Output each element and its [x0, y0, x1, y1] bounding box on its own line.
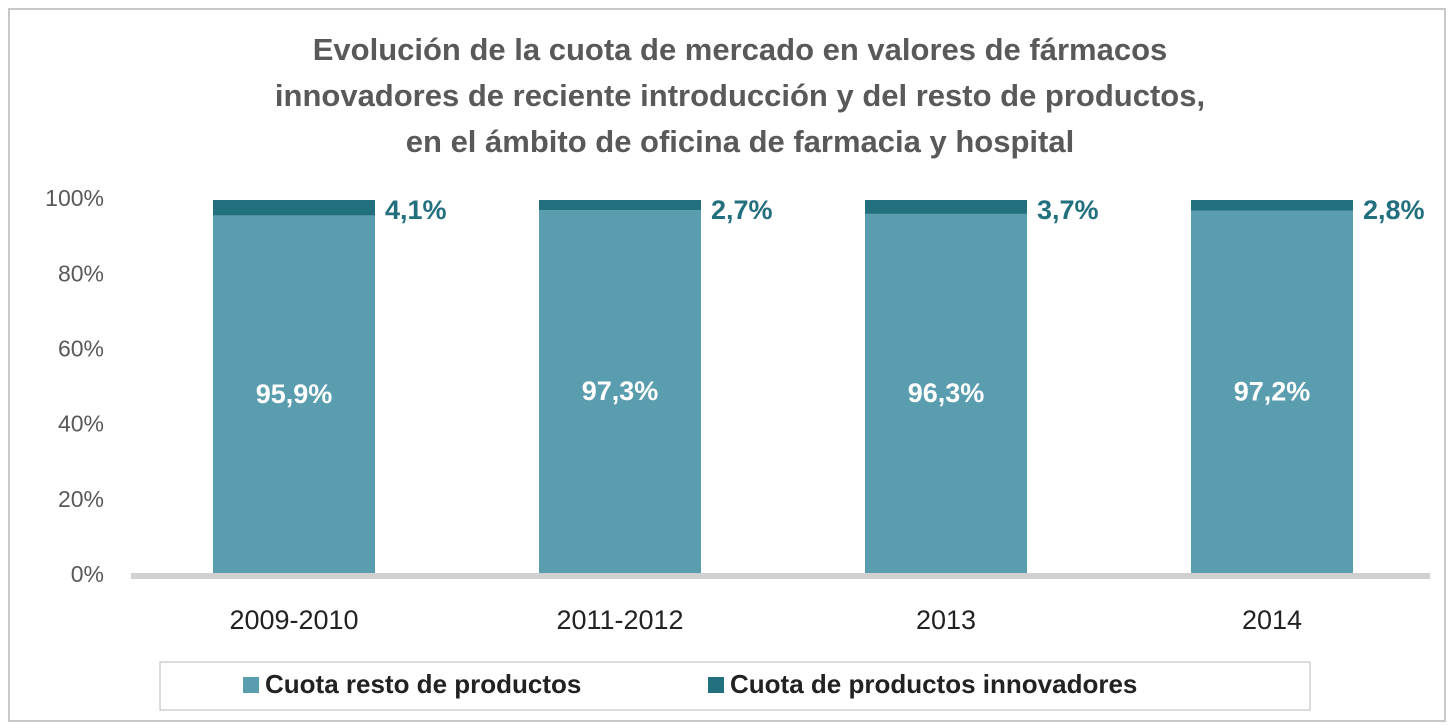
- legend-box: [159, 661, 1311, 711]
- data-label: 2,8%: [1363, 195, 1425, 225]
- data-label: 96,3%: [908, 378, 985, 408]
- chart-title: innovadores de reciente introducción y d…: [275, 78, 1205, 113]
- bar-segment: [213, 200, 375, 216]
- y-tick-label: 80%: [58, 260, 104, 286]
- bar-segment: [865, 213, 1027, 577]
- legend-swatch: [708, 677, 724, 693]
- x-tick-label: 2011-2012: [556, 605, 683, 635]
- legend-label: Cuota resto de productos: [265, 669, 581, 699]
- y-tick-label: 100%: [45, 185, 104, 211]
- legend-label: Cuota de productos innovadores: [730, 669, 1137, 699]
- bar-segment: [539, 210, 701, 577]
- x-tick-label: 2014: [1242, 605, 1302, 635]
- data-label: 97,3%: [582, 376, 659, 406]
- y-tick-label: 60%: [58, 335, 104, 361]
- data-label: 2,7%: [711, 195, 773, 225]
- x-tick-label: 2013: [916, 605, 976, 635]
- data-label: 3,7%: [1037, 195, 1099, 225]
- x-tick-label: 2009-2010: [229, 605, 358, 635]
- bar-segment: [1191, 200, 1353, 211]
- y-tick-label: 0%: [71, 561, 104, 587]
- y-tick-label: 40%: [58, 411, 104, 437]
- chart-title: en el ámbito de oficina de farmacia y ho…: [406, 124, 1074, 159]
- y-tick-label: 20%: [58, 486, 104, 512]
- bar-segment: [539, 200, 701, 211]
- bar-segment: [1191, 210, 1353, 576]
- data-label: 95,9%: [256, 379, 333, 409]
- legend-swatch: [243, 677, 259, 693]
- data-label: 4,1%: [385, 195, 447, 225]
- bar-segment: [213, 215, 375, 576]
- chart-title: Evolución de la cuota de mercado en valo…: [313, 32, 1168, 67]
- data-label: 97,2%: [1234, 376, 1311, 406]
- bar-segment: [865, 200, 1027, 214]
